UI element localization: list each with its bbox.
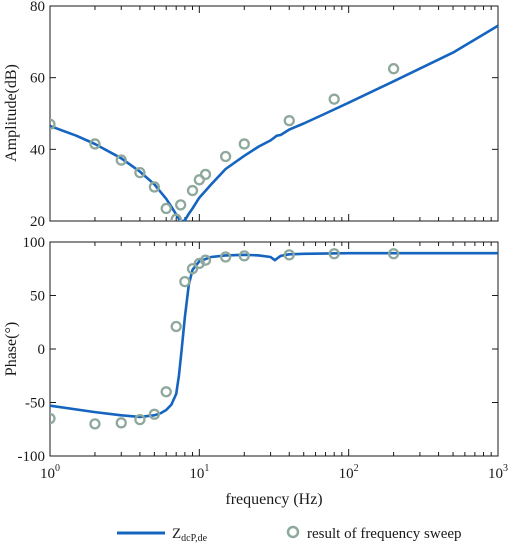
sweep-data-point xyxy=(89,418,101,430)
phase-y-axis-label: Phase(°) xyxy=(3,322,20,376)
legend-line-label-main: Z xyxy=(172,526,181,542)
legend-marker-label: result of frequency sweep xyxy=(307,526,462,542)
sweep-data-point xyxy=(115,154,127,166)
legend: ZdcP,de result of frequency sweep xyxy=(117,525,462,544)
legend-line-label-subscript: dcP,de xyxy=(181,533,207,544)
y-tick-label: 20 xyxy=(30,214,45,230)
sweep-data-point xyxy=(50,412,56,425)
sweep-data-point xyxy=(160,202,172,215)
sweep-data-point xyxy=(219,150,232,163)
sweep-data-point xyxy=(387,63,400,75)
sweep-data-point xyxy=(238,250,250,262)
sweep-data-point xyxy=(134,413,146,426)
sweep-data-point xyxy=(50,118,56,130)
sweep-data-point xyxy=(387,248,400,260)
impedance-model-line xyxy=(50,251,498,419)
sweep-data-point xyxy=(199,254,212,266)
y-tick-label: -50 xyxy=(25,396,45,412)
sweep-data-point xyxy=(328,93,340,105)
amplitude-panel: 20 40 60 80 Amplitude(dB) xyxy=(3,0,499,230)
impedance-model-line xyxy=(50,24,498,221)
y-tick-label: 100 xyxy=(23,235,46,251)
x-tick-label: 101 xyxy=(189,463,209,482)
amplitude-tick-marks xyxy=(49,5,499,222)
legend-line-label: ZdcP,de xyxy=(172,526,208,544)
phase-series xyxy=(50,248,498,430)
sweep-data-point xyxy=(148,408,161,420)
sweep-data-point xyxy=(170,213,182,221)
sweep-data-point xyxy=(283,249,295,261)
phase-panel: -100 -50 0 50 100 100 101 102 103 Phase(°) freq… xyxy=(3,235,508,508)
amplitude-series xyxy=(50,24,498,221)
sweep-data-point xyxy=(219,251,232,263)
phase-tick-marks xyxy=(49,241,499,457)
amplitude-y-axis-label: Amplitude(dB) xyxy=(3,64,20,162)
y-tick-label: 50 xyxy=(30,289,45,305)
amplitude-plot-frame xyxy=(49,5,499,222)
frequency-x-tick-labels: 100 101 102 103 xyxy=(40,463,508,482)
x-tick-label: 102 xyxy=(339,463,359,482)
sweep-data-point xyxy=(89,138,101,150)
y-tick-label: -100 xyxy=(18,449,46,465)
phase-y-tick-labels: -100 -50 0 50 100 xyxy=(18,235,46,465)
sweep-data-point xyxy=(283,115,295,127)
y-tick-label: 40 xyxy=(30,142,45,158)
x-tick-label: 100 xyxy=(40,463,60,482)
sweep-data-point xyxy=(328,248,340,260)
sweep-data-point xyxy=(134,166,146,179)
frequency-x-axis-label: frequency (Hz) xyxy=(225,491,322,508)
amplitude-y-tick-labels: 20 40 60 80 xyxy=(30,0,45,230)
sweep-data-point xyxy=(199,168,212,181)
x-tick-label: 103 xyxy=(488,463,508,482)
sweep-data-point xyxy=(186,184,199,197)
legend-marker-swatch xyxy=(286,525,300,539)
y-tick-label: 80 xyxy=(30,0,45,15)
sweep-data-point xyxy=(115,417,127,429)
y-tick-label: 60 xyxy=(30,71,45,87)
sweep-data-point xyxy=(175,199,187,211)
sweep-data-point xyxy=(179,275,191,288)
sweep-data-point xyxy=(186,263,199,275)
sweep-data-point xyxy=(148,181,161,193)
sweep-data-point xyxy=(160,386,172,398)
sweep-data-point xyxy=(238,138,250,150)
sweep-data-point xyxy=(170,320,182,333)
y-tick-label: 0 xyxy=(38,342,46,358)
